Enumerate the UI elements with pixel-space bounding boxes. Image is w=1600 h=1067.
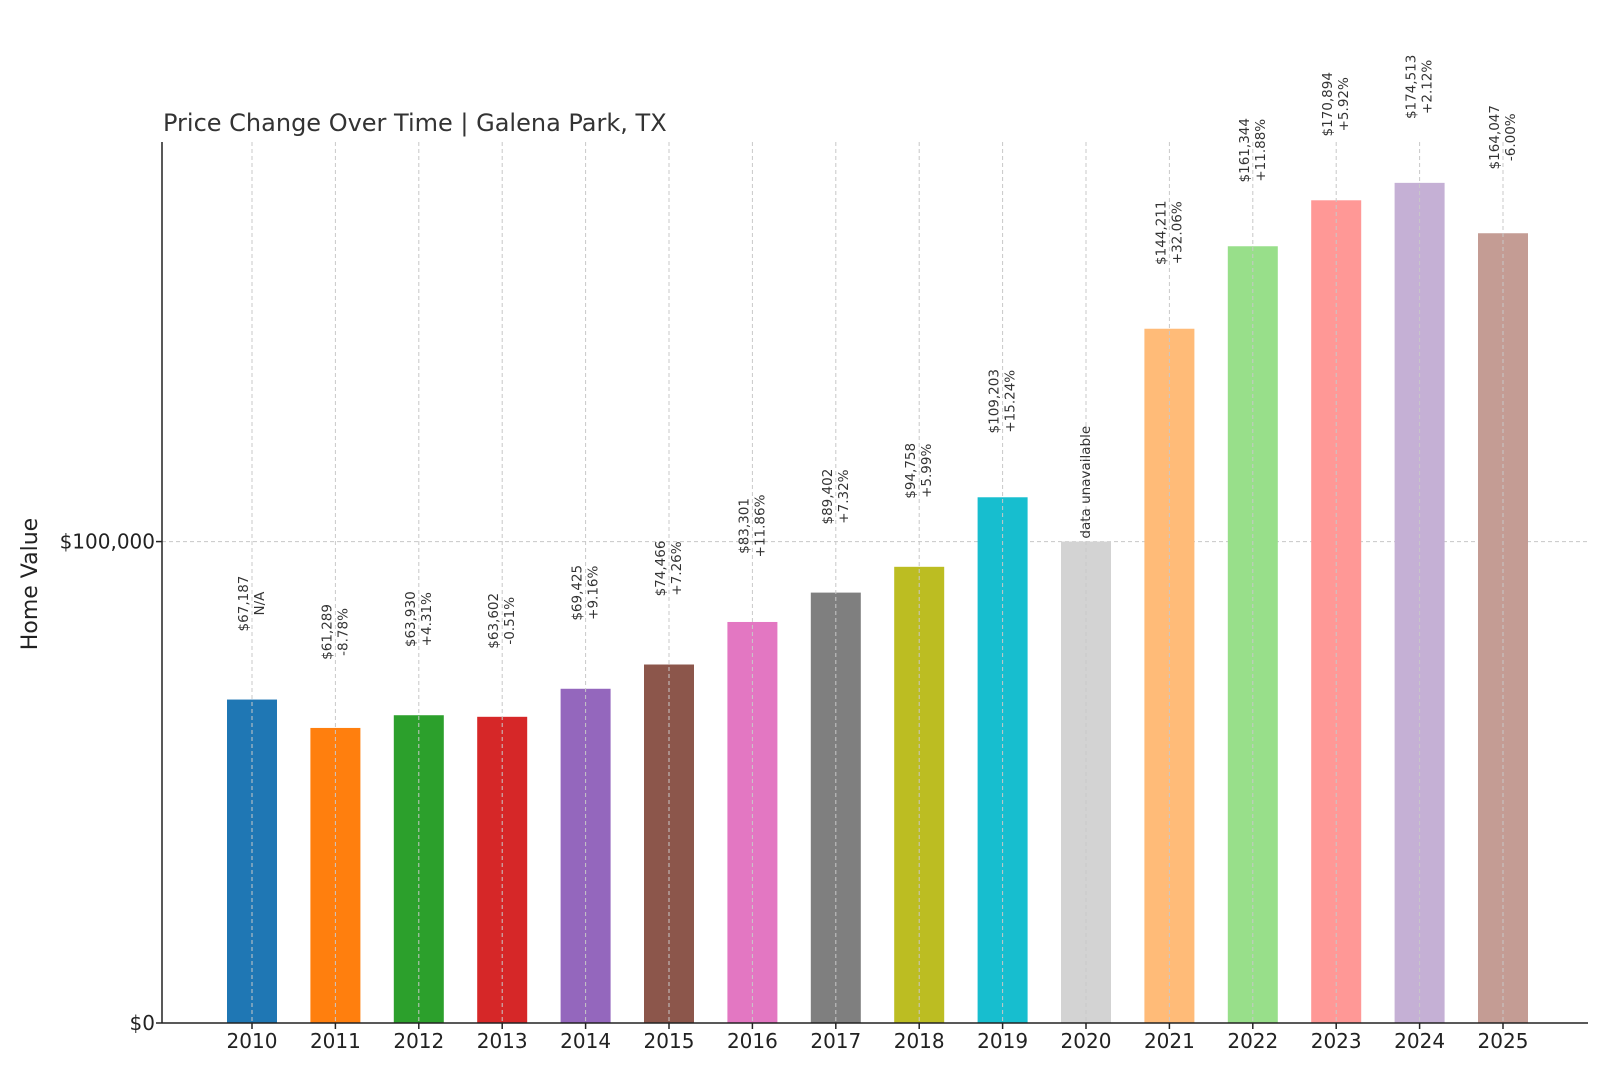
x-tick-label-2024: 2024	[1394, 1029, 1445, 1053]
bar-2011	[310, 727, 361, 1023]
annotation-value-2017: $89,402	[820, 469, 836, 525]
annotation-value-2016: $83,301	[736, 498, 752, 554]
annotation-value-2024: $174,513	[1404, 55, 1420, 119]
x-tick-label-2010: 2010	[227, 1029, 278, 1053]
y-axis-label: Home Value	[18, 518, 43, 650]
x-tick-label-2022: 2022	[1227, 1029, 1278, 1053]
annotation-value-2011: $61,289	[319, 604, 335, 660]
annotation-value-2025: $164,047	[1487, 105, 1503, 169]
annotation-value-2010: $67,187	[236, 576, 252, 632]
x-tick-label-2014: 2014	[560, 1029, 611, 1053]
annotation-change-2013: -0.51%	[502, 597, 518, 645]
x-tick-label-2019: 2019	[977, 1029, 1028, 1053]
x-tick-label-2011: 2011	[310, 1029, 361, 1053]
y-tick-label: $100,000	[60, 530, 155, 554]
annotation-value-2013: $63,602	[486, 593, 502, 649]
annotation-change-2018: +5.99%	[919, 444, 935, 498]
annotation-change-2011: -8.78%	[335, 608, 351, 656]
annotation-change-2019: +15.24%	[1003, 370, 1019, 433]
annotation-value-2012: $63,930	[403, 591, 419, 647]
annotation-value-2022: $161,344	[1237, 118, 1253, 182]
annotation-change-2025: -6.00%	[1503, 113, 1519, 161]
x-tick-label-2021: 2021	[1144, 1029, 1195, 1053]
x-tick-label-2020: 2020	[1061, 1029, 1112, 1053]
y-tick-label: $0	[130, 1011, 155, 1035]
annotation-change-2017: +7.32%	[836, 469, 852, 523]
annotation-value-2023: $170,894	[1320, 72, 1336, 136]
annotation-value-2014: $69,425	[570, 565, 586, 621]
tick-layer: $0 $100,000 2010 2011 2012 2013 2014 2015 2016 20…	[60, 530, 1529, 1053]
annotation-change-2012: +4.31%	[419, 592, 435, 646]
annotation-value-2019: $109,203	[987, 369, 1003, 433]
annotation-value-2021: $144,211	[1153, 201, 1169, 265]
annotation-value-2018: $94,758	[903, 443, 919, 499]
axis-layer	[161, 142, 1588, 1024]
x-tick-label-2015: 2015	[644, 1029, 695, 1053]
chart-title: Price Change Over Time | Galena Park, TX	[163, 109, 667, 137]
x-tick-label-2018: 2018	[894, 1029, 945, 1053]
annotation-change-2010: N/A	[252, 591, 268, 616]
annotation-change-2021: +32.06%	[1169, 201, 1185, 264]
annotation-value-2015: $74,466	[653, 541, 669, 597]
bar-2024	[1394, 182, 1445, 1024]
annotation-change-2023: +5.92%	[1336, 77, 1352, 131]
x-tick-label-2017: 2017	[810, 1029, 861, 1053]
x-tick-label-2013: 2013	[477, 1029, 528, 1053]
annotation-layer: $67,187 N/A $61,289 -8.78% $63,930 +4.31% $63,…	[236, 55, 1519, 660]
annotation-change-2024: +2.12%	[1420, 60, 1436, 114]
annotation-change-2016: +11.86%	[752, 494, 768, 557]
annotation-change-2022: +11.88%	[1253, 119, 1269, 182]
x-tick-label-2023: 2023	[1311, 1029, 1362, 1053]
x-tick-label-2012: 2012	[393, 1029, 444, 1053]
annotation-change-2014: +9.16%	[586, 566, 602, 620]
x-tick-label-2025: 2025	[1478, 1029, 1529, 1053]
bar-2010	[227, 699, 277, 1023]
annotation-change-2015: +7.26%	[669, 541, 685, 595]
annotation-unavailable: data unavailable	[1078, 426, 1094, 539]
x-tick-label-2016: 2016	[727, 1029, 778, 1053]
